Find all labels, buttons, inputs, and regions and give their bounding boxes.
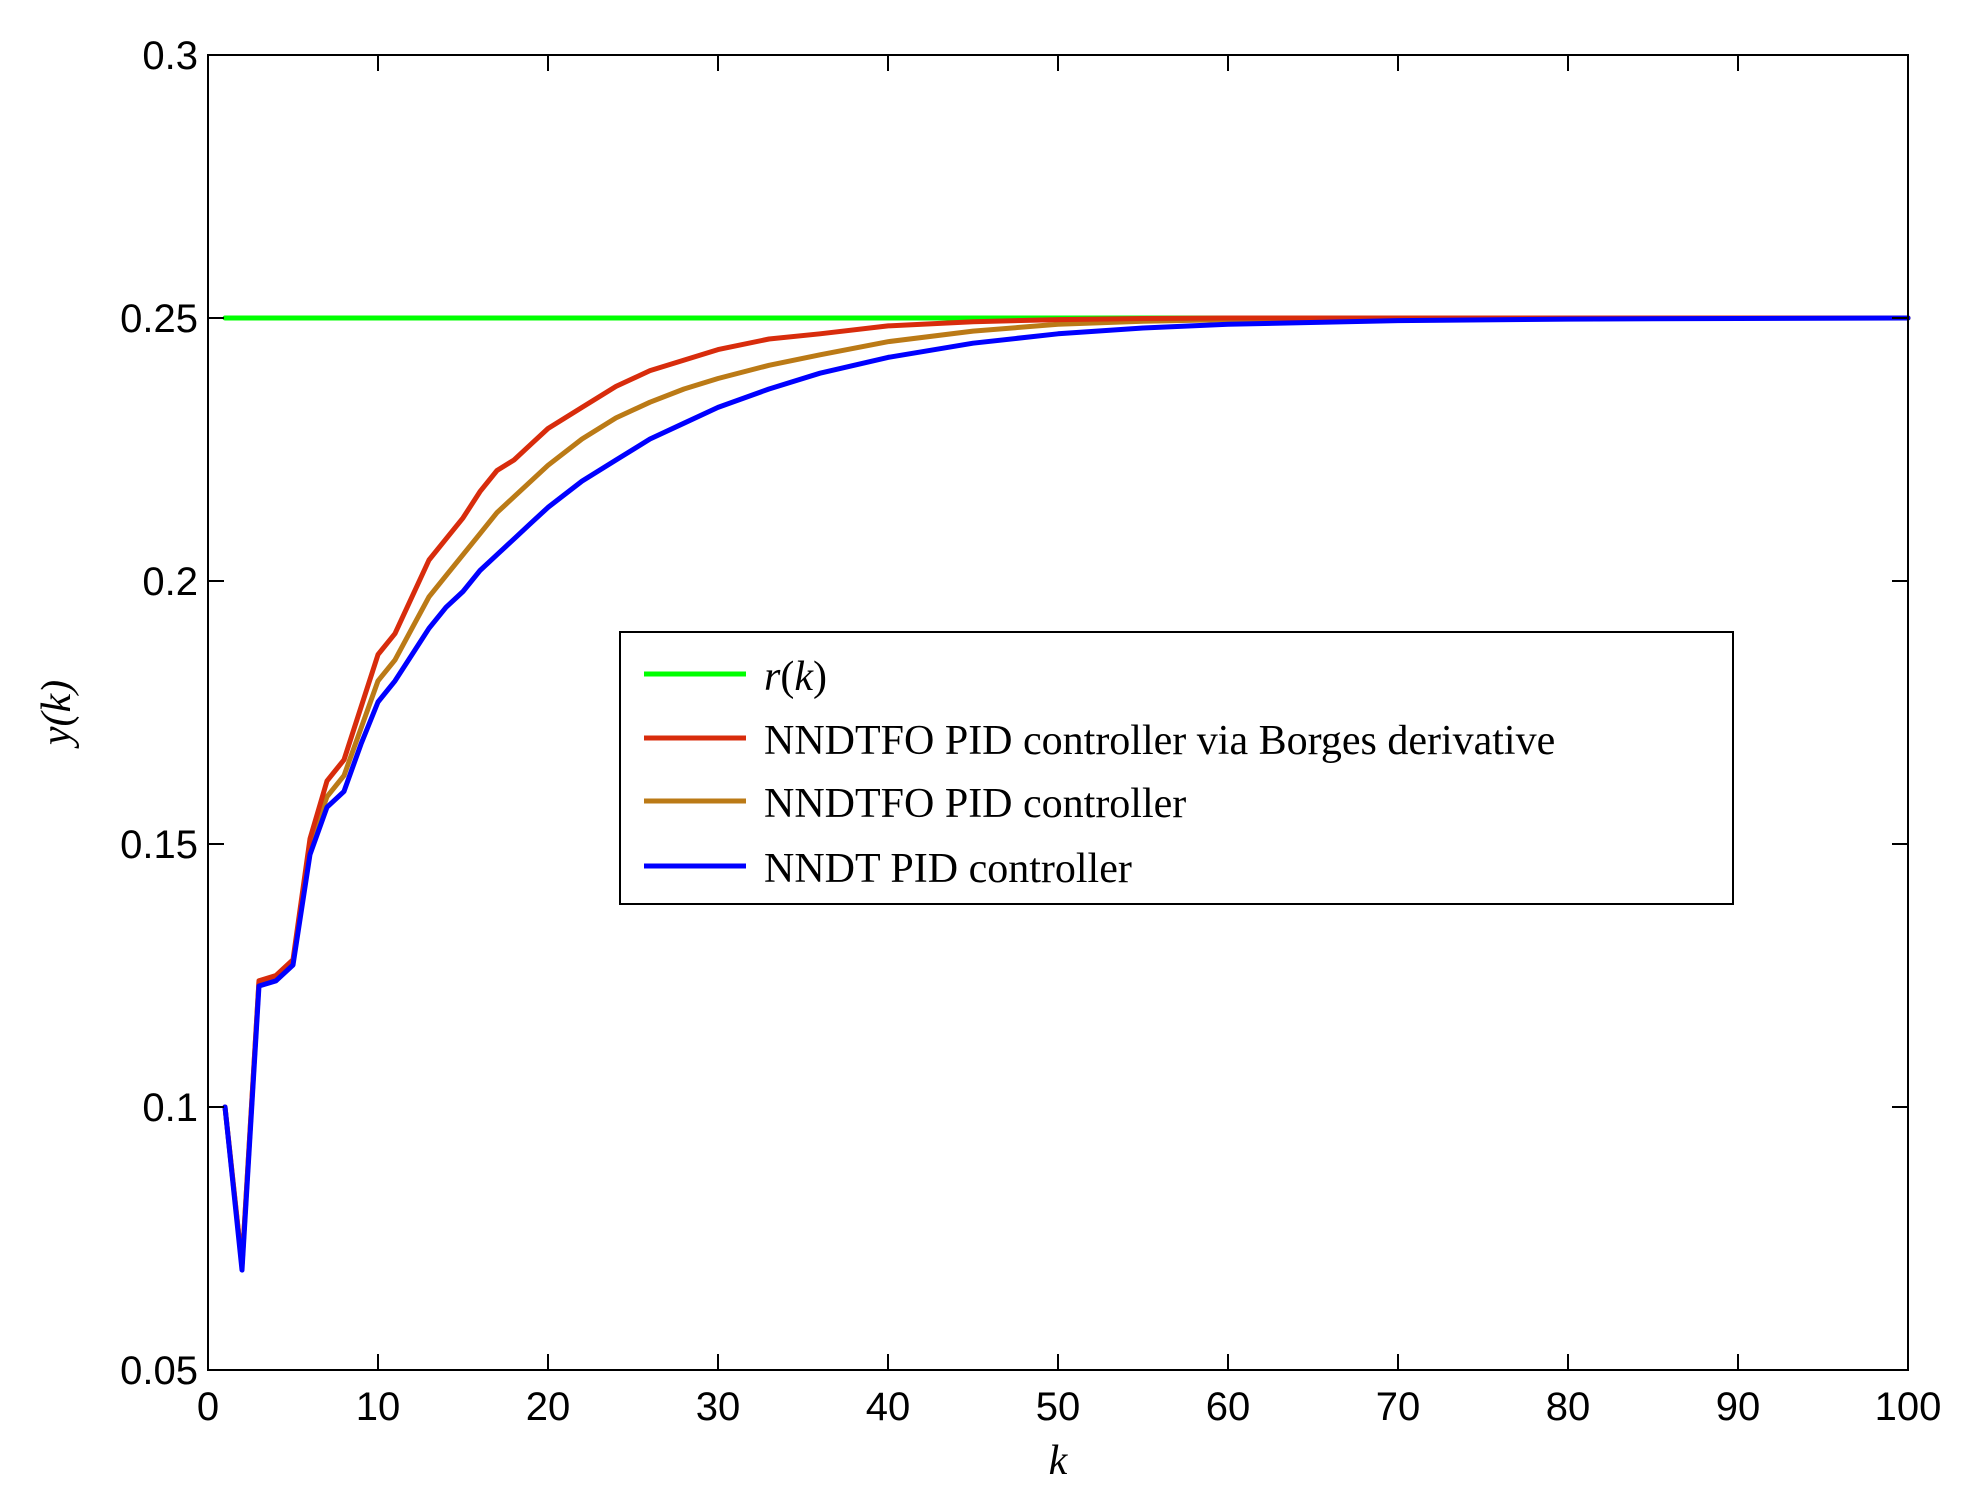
tick-labels-layer: 0 10 20 30 40 50 60 70 80 90 100 0.05 0.1 0.15 0.2 0.25…: [120, 34, 1941, 1429]
x-tick-label: 60: [1206, 1385, 1251, 1429]
legend-entry-part: (: [780, 654, 794, 700]
x-tick-label: 30: [696, 1385, 741, 1429]
x-tick-label: 100: [1875, 1385, 1942, 1429]
series-layer: [222, 315, 1911, 1273]
x-tick-label: 40: [866, 1385, 911, 1429]
x-axis-label: k: [1049, 1438, 1069, 1484]
legend-entry-part: ): [813, 654, 827, 700]
y-tick-label: 0.15: [120, 823, 198, 867]
y-axis-label: y(k): [34, 680, 80, 749]
ticks-layer: [207, 54, 1909, 1371]
x-tick-label: 0: [197, 1385, 219, 1429]
y-tick-label: 0.2: [142, 560, 198, 604]
x-tick-label: 20: [526, 1385, 571, 1429]
x-tick-label: 10: [356, 1385, 401, 1429]
legend: r(k) NNDTFO PID controller via Borges der…: [619, 631, 1734, 905]
x-tick-label: 80: [1546, 1385, 1591, 1429]
series-line-2: [222, 315, 1911, 1268]
legend-entry-part: r: [764, 654, 781, 700]
x-tick-label: 70: [1376, 1385, 1421, 1429]
legend-box: [619, 631, 1734, 905]
y-tick-label: 0.25: [120, 297, 198, 341]
legend-entry-3: NNDT PID controller: [764, 846, 1132, 892]
legend-entry-1: NNDTFO PID controller via Borges derivat…: [764, 718, 1555, 764]
legend-entry-0: r(k): [764, 654, 827, 700]
x-tick-label: 50: [1036, 1385, 1081, 1429]
y-tick-label: 0.05: [120, 1349, 198, 1393]
series-line-1: [222, 315, 1911, 1268]
legend-entry-2: NNDTFO PID controller: [764, 781, 1186, 827]
y-tick-label: 0.3: [142, 34, 198, 78]
x-tick-label: 90: [1716, 1385, 1761, 1429]
legend-entry-part: k: [794, 654, 814, 700]
y-tick-label: 0.1: [142, 1086, 198, 1130]
series-line-3: [222, 315, 1911, 1273]
